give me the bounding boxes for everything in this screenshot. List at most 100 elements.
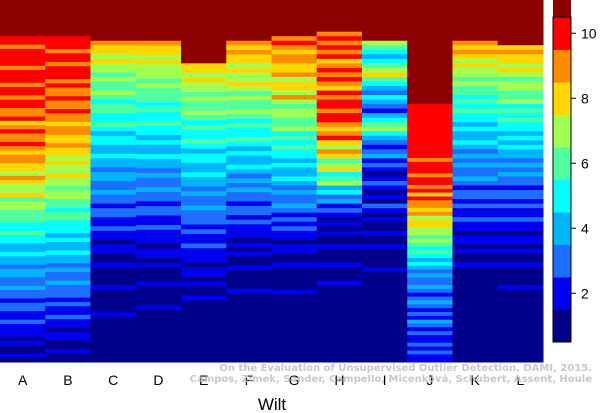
heatmap-cell: [316, 339, 363, 345]
heatmap-cell: [452, 212, 499, 218]
heatmap-cell: [271, 208, 318, 214]
heatmap-cell: [45, 284, 91, 290]
heatmap-cell: [135, 319, 182, 325]
heatmap-cell: [181, 186, 227, 192]
heatmap-cell: [226, 325, 272, 331]
heatmap-cell: [0, 180, 46, 185]
heatmap-cell: [181, 333, 227, 339]
heatmap-cell: [181, 300, 227, 306]
heatmap-cell: [0, 108, 46, 113]
heatmap-cell: [45, 241, 91, 247]
heatmap-cell: [0, 226, 46, 232]
heatmap-cell: [90, 63, 137, 69]
heatmap-cell: [226, 352, 272, 358]
heatmap-cell: [0, 315, 46, 321]
heatmap-cell: [407, 188, 453, 194]
heatmap-cell: [452, 334, 499, 340]
heatmap-cell: [407, 308, 453, 313]
heatmap-cell: [452, 307, 499, 313]
heatmap-cell: [90, 135, 137, 141]
heatmap-cell: [226, 279, 272, 285]
heatmap-cell: [45, 117, 91, 123]
heatmap-cell: [271, 316, 318, 322]
heatmap-cell: [90, 99, 137, 105]
heatmap-cell: [362, 158, 408, 164]
heatmap-cell: [407, 219, 453, 224]
heatmap-cell: [407, 242, 453, 248]
heatmap-cell: [271, 221, 318, 227]
heatmap-cell: [90, 262, 137, 268]
heatmap-cell: [0, 260, 46, 266]
heatmap-cell: [407, 273, 453, 278]
heatmap-cell: [407, 315, 453, 321]
heatmap-cell: [362, 135, 408, 141]
heatmap-cell: [0, 222, 46, 228]
heatmap-background-D: [135, 0, 182, 42]
heatmap-cell: [316, 221, 363, 227]
heatmap-cell: [181, 238, 227, 244]
heatmap-cell: [0, 61, 46, 67]
heatmap-cell: [271, 99, 318, 105]
heatmap-background-E: [181, 0, 227, 64]
heatmap-cell: [316, 58, 363, 64]
heatmap-cell: [452, 45, 499, 51]
heatmap-cell: [497, 171, 544, 177]
heatmap-cell: [271, 108, 318, 114]
heatmap-cell: [497, 244, 544, 250]
heatmap-cell: [271, 90, 318, 96]
heatmap-cell: [0, 74, 46, 80]
heatmap-cell: [271, 58, 318, 64]
heatmap-cell: [181, 290, 227, 297]
colorbar-segment: [553, 114, 571, 148]
heatmap-cell: [497, 67, 544, 73]
heatmap-cell: [271, 235, 318, 241]
heatmap-cell: [226, 183, 272, 189]
heatmap-cell: [452, 81, 499, 87]
heatmap-cell: [45, 293, 91, 299]
heatmap-cell: [407, 223, 453, 228]
heatmap-cell: [316, 171, 363, 177]
heatmap-cell: [135, 54, 182, 61]
colorbar-segment: [553, 309, 571, 343]
heatmap-cell: [45, 276, 91, 282]
heatmap-cell: [135, 40, 182, 46]
heatmap-cell: [90, 357, 137, 363]
heatmap-cell: [316, 45, 363, 51]
heatmap-cell: [90, 199, 137, 205]
heatmap-cell: [90, 239, 137, 245]
heatmap-cell: [45, 289, 91, 294]
heatmap-cell: [362, 316, 408, 322]
heatmap-cell: [45, 66, 91, 71]
heatmap-cell: [362, 276, 408, 282]
heatmap-cell: [362, 126, 408, 132]
colorbar-ticks: 2 4 6 8 10: [571, 25, 597, 301]
heatmap-cell: [0, 298, 46, 304]
heatmap-cell: [497, 294, 544, 300]
heatmap-cell: [45, 139, 91, 144]
heatmap-cell: [362, 40, 408, 46]
heatmap-cell: [135, 243, 182, 250]
heatmap-cell: [316, 140, 363, 146]
heatmap-cell: [316, 108, 363, 114]
heatmap-cell: [0, 70, 46, 75]
heatmap-cell: [181, 115, 227, 121]
heatmap-cell: [90, 253, 137, 259]
heatmap-cell: [135, 187, 182, 193]
heatmap-cell: [135, 106, 182, 113]
heatmap-cell: [452, 343, 499, 349]
heatmap-cell: [181, 215, 227, 221]
heatmap-cell: [407, 269, 453, 274]
heatmap-cell: [271, 212, 318, 218]
heatmap-cell: [497, 203, 544, 209]
heatmap-cell: [90, 149, 137, 155]
heatmap-cell: [362, 352, 408, 358]
heatmap-cell: [45, 143, 91, 149]
colorbar-segment: [553, 49, 571, 83]
heatmap-cell: [226, 219, 272, 225]
heatmap-cell: [45, 263, 91, 269]
heatmap-cell: [45, 79, 91, 84]
heatmap-cell: [135, 125, 182, 131]
heatmap-cell: [135, 45, 182, 51]
heatmap-background-I: [362, 0, 408, 42]
heatmap-cell: [407, 142, 453, 147]
